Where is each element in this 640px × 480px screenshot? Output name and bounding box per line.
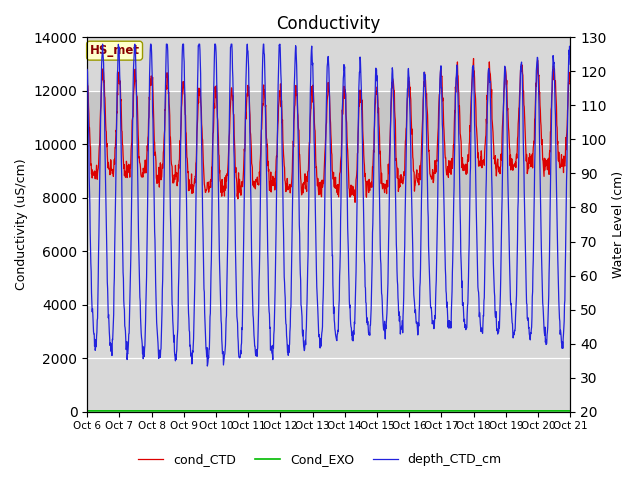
Y-axis label: Conductivity (uS/cm): Conductivity (uS/cm) [15,159,28,290]
Y-axis label: Water Level (cm): Water Level (cm) [612,171,625,278]
depth_CTD_cm [83,67,91,72]
cond_CTD [467,112,474,118]
cond_CTD [470,56,477,61]
Legend: cond_CTD, Cond_EXO, depth_CTD_cm: cond_CTD, Cond_EXO, depth_CTD_cm [133,448,507,471]
cond_CTD [509,162,517,168]
Cond_EXO [566,408,574,414]
depth_CTD_cm [404,85,412,91]
Bar [87,91,570,198]
Cond_EXO [467,408,474,414]
Cond_EXO [179,408,187,414]
Text: HS_met: HS_met [90,44,140,57]
Cond_EXO [83,408,91,414]
depth_CTD_cm [99,41,106,47]
cond_CTD [244,84,252,89]
Cond_EXO [509,408,516,414]
cond_CTD [404,96,412,101]
depth_CTD_cm [509,332,517,338]
Cond_EXO [244,408,252,414]
Line: depth_CTD_cm: depth_CTD_cm [87,44,570,366]
depth_CTD_cm [566,61,574,67]
Line: cond_CTD: cond_CTD [87,59,570,203]
Cond_EXO [191,408,198,414]
cond_CTD [83,72,91,78]
depth_CTD_cm [179,43,187,48]
cond_CTD [191,176,198,182]
cond_CTD [179,84,187,90]
depth_CTD_cm [204,363,211,369]
cond_CTD [566,71,574,76]
depth_CTD_cm [191,276,199,282]
Cond_EXO [403,408,411,414]
depth_CTD_cm [246,94,253,100]
Title: Conductivity: Conductivity [276,15,381,33]
cond_CTD [351,200,359,205]
depth_CTD_cm [467,131,475,137]
